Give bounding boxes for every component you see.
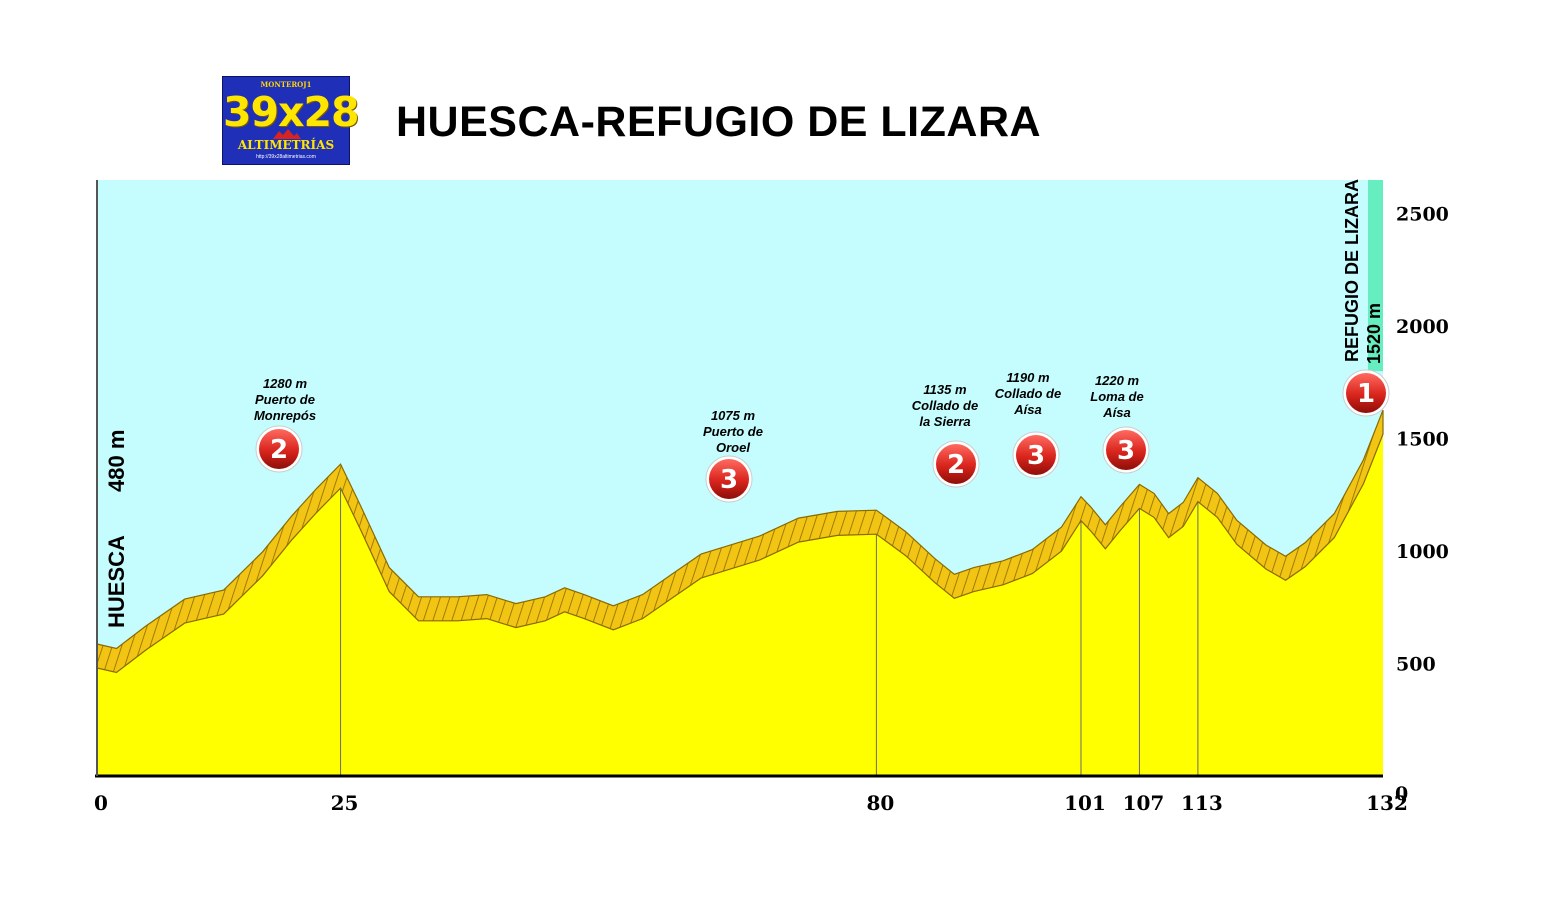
logo-url-text: http://39x28altimetrias.com (256, 154, 316, 160)
y-tick-label: 1000 (1396, 541, 1449, 563)
x-tick-label: 80 (866, 791, 894, 815)
x-tick-labels: 0 25 80 101 107 113 132 (94, 791, 1408, 815)
climb-annotation-line: 1135 m (923, 382, 967, 397)
climb-annotation-line: Aísa (1013, 402, 1041, 417)
y-tick-label: 1500 (1396, 429, 1449, 451)
climb-annotation-line: 1075 m (711, 408, 756, 423)
climb-badges: 2 3 2 3 3 1 (255, 369, 1390, 503)
climb-category-label: 1 (1357, 379, 1375, 409)
climb-annotation-line: 1190 m (1006, 370, 1050, 385)
climb-annotation-line: Collado de (995, 386, 1061, 401)
start-altitude-label: 480 m (104, 430, 129, 492)
road-band (96, 409, 1384, 674)
x-tick-label: 113 (1181, 791, 1223, 815)
x-tick-label: 25 (331, 791, 359, 815)
climb-category-label: 3 (1027, 441, 1045, 471)
climb-annotation-line: Aísa (1102, 405, 1130, 420)
climb-category-badge: 3 (1012, 431, 1060, 479)
page-title: HUESCA-REFUGIO DE LIZARA (396, 98, 1042, 146)
climb-annotation-line: la Sierra (919, 414, 970, 429)
x-tick-label: 101 (1064, 791, 1106, 815)
right-altitude-strip (1368, 180, 1383, 372)
x-tick-label: 107 (1123, 791, 1165, 815)
climb-annotation-line: Puerto de (703, 424, 763, 439)
y-tick-label: 500 (1396, 654, 1436, 676)
climb-annotation-line: Puerto de (255, 392, 315, 407)
climb-category-badge: 3 (1102, 426, 1150, 474)
y-tick-label: 0 (1395, 783, 1408, 805)
end-altitude-label: 1520 m (1364, 303, 1384, 364)
y-tick-labels: 0 500 1000 1500 2000 2500 (1395, 204, 1449, 805)
x-tick-label: 132 (1366, 791, 1408, 815)
terrain-area (97, 434, 1383, 776)
climb-annotation-line: 1280 m (263, 376, 308, 391)
climb-category-label: 2 (947, 450, 965, 480)
climb-annotation-line: Monrepós (254, 408, 316, 423)
mountain-icon (273, 129, 301, 139)
logo-top-text: MONTEROJ1 (260, 80, 312, 89)
summit-lines (340, 488, 1199, 776)
climb-category-badge: 1 (1342, 369, 1390, 417)
climb-annotation-line: Loma de (1090, 389, 1143, 404)
logo-39x28: MONTEROJ1 39x28 ALTIMETRÍAS http://39x28… (222, 76, 360, 165)
y-tick-label: 2500 (1396, 204, 1449, 226)
climb-annotation-line: Collado de (912, 398, 978, 413)
climb-category-badge: 2 (255, 425, 303, 473)
climb-category-label: 2 (270, 435, 288, 465)
climb-annotation-line: Oroel (716, 440, 750, 455)
climb-category-badge: 3 (705, 455, 753, 503)
climb-annotation-line: 1220 m (1095, 373, 1140, 388)
climb-category-label: 3 (720, 465, 738, 495)
end-label: REFUGIO DE LIZARA (1342, 179, 1362, 362)
logo-main-text: 39x28 (223, 88, 360, 136)
climb-category-label: 3 (1117, 436, 1135, 466)
start-label: HUESCA (104, 535, 129, 628)
x-tick-label: 0 (94, 791, 108, 815)
y-tick-label: 2000 (1396, 316, 1449, 338)
logo-sub-text: ALTIMETRÍAS (237, 138, 335, 152)
climb-category-badge: 2 (932, 440, 980, 488)
